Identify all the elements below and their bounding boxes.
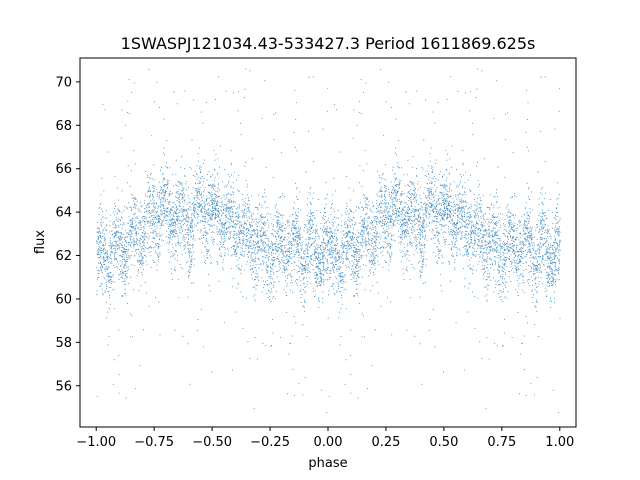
x-tick-label: 0.50: [429, 435, 458, 450]
x-tick-label: 1.00: [545, 435, 574, 450]
y-axis: 56 58 60 62 64 66 68 70: [55, 75, 80, 394]
y-tick-label: 70: [55, 75, 72, 90]
y-tick-label: 66: [55, 162, 72, 177]
y-tick-label: 68: [55, 119, 72, 134]
x-axis-label: phase: [308, 456, 347, 471]
y-tick-label: 58: [55, 336, 72, 351]
x-tick-label: 0.75: [487, 435, 516, 450]
y-tick-label: 62: [55, 249, 72, 264]
x-tick-label: −0.75: [134, 435, 174, 450]
scatter-points: [96, 68, 561, 413]
x-tick-label: −0.50: [192, 435, 232, 450]
y-axis-label: flux: [33, 230, 48, 254]
x-tick-label: −1.00: [76, 435, 116, 450]
y-tick-label: 60: [55, 292, 72, 307]
x-tick-label: −0.25: [250, 435, 290, 450]
x-tick-label: 0.00: [314, 435, 343, 450]
y-tick-label: 64: [55, 206, 72, 221]
x-tick-label: 0.25: [371, 435, 400, 450]
y-tick-label: 56: [55, 379, 72, 394]
data-points: [96, 68, 561, 413]
chart-title: 1SWASPJ121034.43-533427.3 Period 1611869…: [121, 34, 536, 53]
x-axis: −1.00 −0.75 −0.50 −0.25 0.00 0.25 0.50 0.75 1.00: [76, 427, 574, 450]
